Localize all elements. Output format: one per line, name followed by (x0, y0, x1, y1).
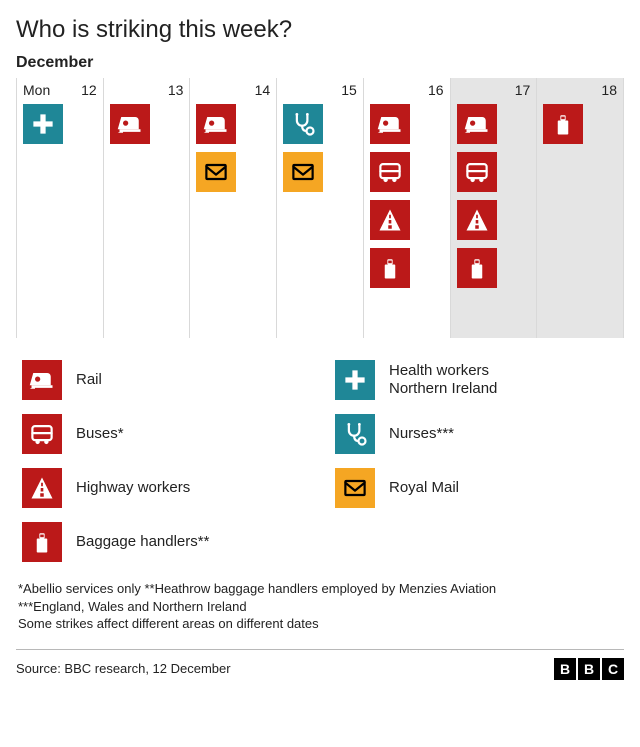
baggage-icon (370, 248, 410, 288)
highway-icon (457, 200, 497, 240)
footnote-line: Some strikes affect different areas on d… (18, 615, 622, 633)
legend-label: Buses* (76, 425, 124, 443)
rail-icon (196, 104, 236, 144)
legend-label: Rail (76, 371, 102, 389)
legend-label: Highway workers (76, 479, 190, 497)
day-header: 14 (196, 82, 270, 98)
legend: Rail Buses* Highway workers Baggage handler… (16, 360, 624, 562)
legend-item: Highway workers (22, 468, 305, 508)
legend-item: Baggage handlers** (22, 522, 305, 562)
source-row: Source: BBC research, 12 December BBC (16, 649, 624, 680)
bbc-block: B (554, 658, 576, 680)
day-name: Mon (23, 82, 50, 98)
day-header: 16 (370, 82, 444, 98)
nurses-icon (283, 104, 323, 144)
day-number: 15 (341, 82, 357, 98)
day-column: 16 (364, 78, 451, 338)
mail-icon (283, 152, 323, 192)
legend-label: Health workers Northern Ireland (389, 362, 497, 398)
day-header: Mon 12 (23, 82, 97, 98)
day-column: 17 (451, 78, 538, 338)
month-label: December (16, 54, 624, 72)
mail-icon (335, 468, 375, 508)
day-header: 13 (110, 82, 184, 98)
health-icon (335, 360, 375, 400)
day-header: 17 (457, 82, 531, 98)
bus-icon (457, 152, 497, 192)
calendar-grid: Mon 12 13 14 15 16 17 18 (16, 78, 624, 338)
bbc-block: B (578, 658, 600, 680)
legend-label: Royal Mail (389, 479, 459, 497)
rail-icon (22, 360, 62, 400)
day-number: 17 (515, 82, 531, 98)
day-header: 18 (543, 82, 617, 98)
highway-icon (370, 200, 410, 240)
rail-icon (457, 104, 497, 144)
day-number: 14 (255, 82, 271, 98)
legend-item: Nurses*** (335, 414, 618, 454)
day-column: 14 (190, 78, 277, 338)
footnote-line: *Abellio services only **Heathrow baggag… (18, 580, 622, 598)
bus-icon (22, 414, 62, 454)
day-column: 15 (277, 78, 364, 338)
day-column: 18 (537, 78, 624, 338)
footnote-line: ***England, Wales and Northern Ireland (18, 598, 622, 616)
source-text: Source: BBC research, 12 December (16, 661, 231, 676)
baggage-icon (22, 522, 62, 562)
day-number: 18 (601, 82, 617, 98)
nurses-icon (335, 414, 375, 454)
day-number: 13 (168, 82, 184, 98)
bus-icon (370, 152, 410, 192)
baggage-icon (457, 248, 497, 288)
day-number: 16 (428, 82, 444, 98)
legend-item: Rail (22, 360, 305, 400)
day-header: 15 (283, 82, 357, 98)
legend-label: Baggage handlers** (76, 533, 209, 551)
highway-icon (22, 468, 62, 508)
day-column: 13 (104, 78, 191, 338)
day-number: 12 (81, 82, 97, 98)
legend-item: Buses* (22, 414, 305, 454)
bbc-block: C (602, 658, 624, 680)
day-column: Mon 12 (17, 78, 104, 338)
mail-icon (196, 152, 236, 192)
legend-item: Health workers Northern Ireland (335, 360, 618, 400)
health-icon (23, 104, 63, 144)
legend-label: Nurses*** (389, 425, 454, 443)
footnotes: *Abellio services only **Heathrow baggag… (16, 580, 624, 633)
rail-icon (370, 104, 410, 144)
legend-item: Royal Mail (335, 468, 618, 508)
rail-icon (110, 104, 150, 144)
bbc-logo: BBC (554, 658, 624, 680)
baggage-icon (543, 104, 583, 144)
chart-title: Who is striking this week? (16, 16, 624, 44)
